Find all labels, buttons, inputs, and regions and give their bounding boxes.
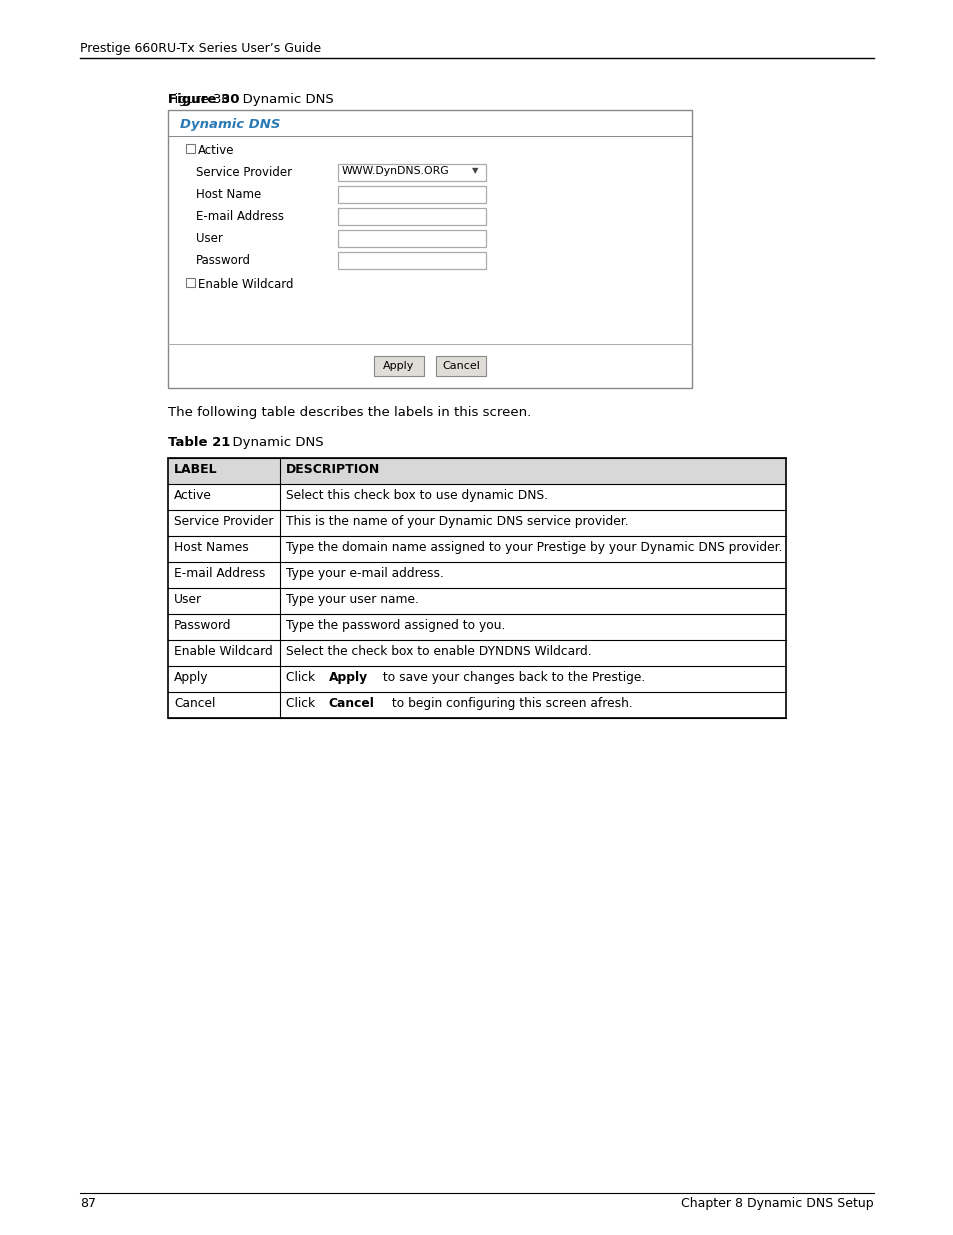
Text: Prestige 660RU-Tx Series User’s Guide: Prestige 660RU-Tx Series User’s Guide	[80, 42, 321, 56]
Text: Dynamic DNS: Dynamic DNS	[224, 436, 323, 450]
Text: DESCRIPTION: DESCRIPTION	[286, 463, 380, 475]
Text: Table 21: Table 21	[168, 436, 230, 450]
Text: Click: Click	[286, 697, 318, 710]
Bar	[337, 230, 485, 247]
Text: Cancel: Cancel	[328, 697, 375, 710]
Text: User: User	[195, 232, 223, 245]
Text: Type your e-mail address.: Type your e-mail address.	[286, 567, 443, 580]
Text: Active: Active	[173, 489, 212, 501]
Text: The following table describes the labels in this screen.: The following table describes the labels…	[168, 406, 531, 419]
Text: Figure 30   Dynamic DNS: Figure 30 Dynamic DNS	[168, 93, 334, 106]
Bar	[168, 640, 785, 666]
Text: to begin configuring this screen afresh.: to begin configuring this screen afresh.	[387, 697, 632, 710]
Text: Chapter 8 Dynamic DNS Setup: Chapter 8 Dynamic DNS Setup	[680, 1197, 873, 1210]
Text: WWW.DynDNS.ORG: WWW.DynDNS.ORG	[341, 165, 449, 177]
Text: Apply: Apply	[328, 671, 367, 684]
Bar	[168, 666, 785, 692]
Text: Select the check box to enable DYNDNS Wildcard.: Select the check box to enable DYNDNS Wi…	[286, 645, 591, 658]
Bar	[168, 458, 785, 484]
Text: to save your changes back to the Prestige.: to save your changes back to the Prestig…	[378, 671, 644, 684]
Bar	[168, 562, 785, 588]
Text: Apply: Apply	[173, 671, 209, 684]
Bar	[168, 110, 691, 388]
Text: Password: Password	[195, 254, 251, 267]
Bar	[168, 614, 785, 640]
Text: User: User	[173, 593, 202, 606]
Text: Host Names: Host Names	[173, 541, 249, 555]
Bar	[337, 252, 485, 269]
Bar	[186, 144, 194, 153]
Bar	[374, 356, 423, 375]
Text: E-mail Address: E-mail Address	[173, 567, 265, 580]
Text: LABEL: LABEL	[173, 463, 217, 475]
Text: Click: Click	[286, 671, 318, 684]
Bar	[337, 164, 485, 182]
Text: Apply: Apply	[383, 361, 415, 370]
Bar	[337, 186, 485, 203]
Text: Host Name: Host Name	[195, 188, 261, 201]
Text: Enable Wildcard: Enable Wildcard	[198, 278, 294, 291]
Bar	[168, 536, 785, 562]
Text: Type the domain name assigned to your Prestige by your Dynamic DNS provider.: Type the domain name assigned to your Pr…	[286, 541, 781, 555]
Bar	[337, 207, 485, 225]
Bar	[186, 278, 194, 287]
Text: E-mail Address: E-mail Address	[195, 210, 284, 224]
Text: Service Provider: Service Provider	[195, 165, 292, 179]
Text: Cancel: Cancel	[441, 361, 479, 370]
Text: Dynamic DNS: Dynamic DNS	[180, 119, 280, 131]
Text: 87: 87	[80, 1197, 96, 1210]
Text: ▼: ▼	[472, 165, 478, 175]
Text: Type the password assigned to you.: Type the password assigned to you.	[286, 619, 505, 632]
Bar	[168, 458, 785, 718]
Text: Enable Wildcard: Enable Wildcard	[173, 645, 273, 658]
Bar	[168, 588, 785, 614]
Text: This is the name of your Dynamic DNS service provider.: This is the name of your Dynamic DNS ser…	[286, 515, 628, 529]
Bar	[168, 484, 785, 510]
Text: Type your user name.: Type your user name.	[286, 593, 418, 606]
Bar	[168, 692, 785, 718]
Bar	[436, 356, 485, 375]
Text: Password: Password	[173, 619, 232, 632]
Text: Select this check box to use dynamic DNS.: Select this check box to use dynamic DNS…	[286, 489, 547, 501]
Text: Cancel: Cancel	[173, 697, 215, 710]
Text: Service Provider: Service Provider	[173, 515, 274, 529]
Text: Figure 30: Figure 30	[168, 93, 239, 106]
Bar	[168, 510, 785, 536]
Text: Active: Active	[198, 144, 234, 157]
